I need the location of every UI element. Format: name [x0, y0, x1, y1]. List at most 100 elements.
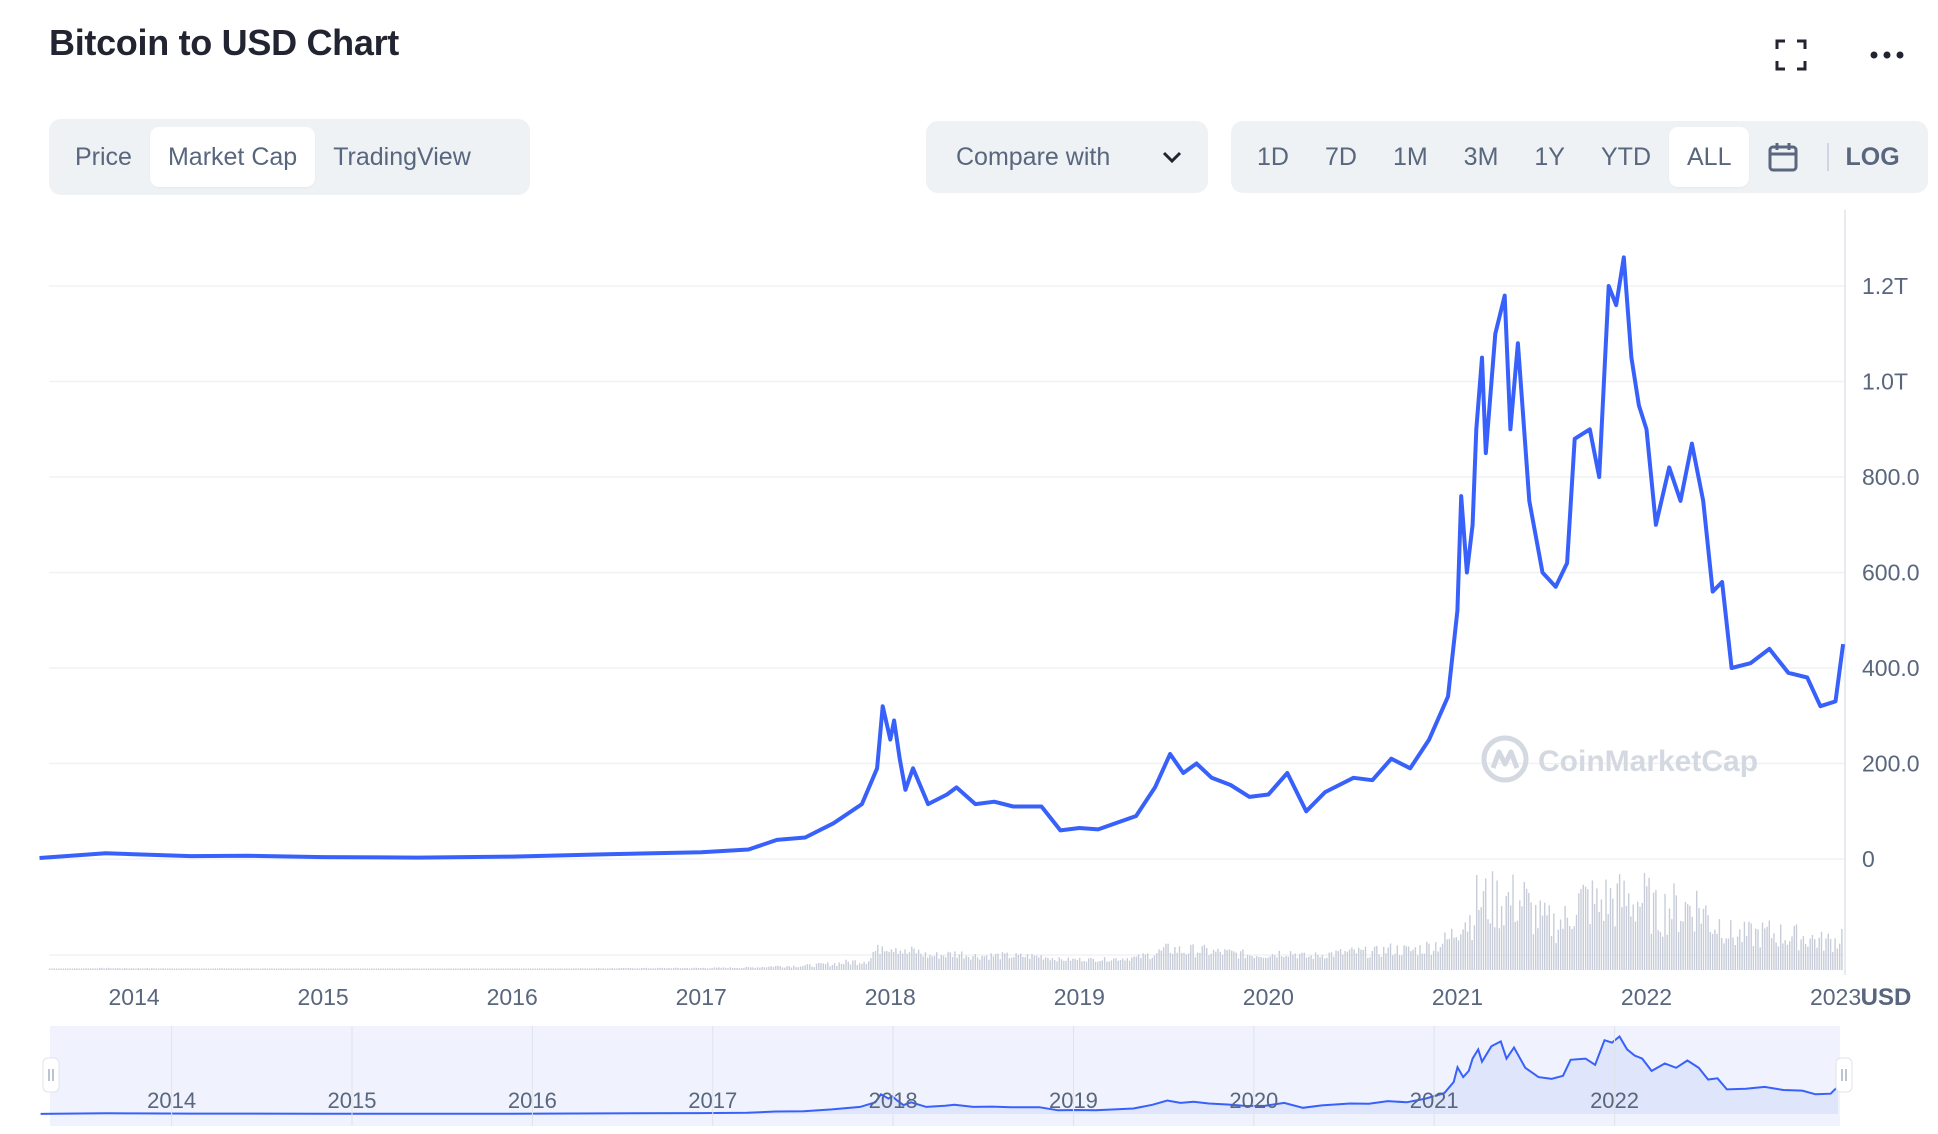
tab-market-cap[interactable]: Market Cap: [149, 127, 316, 187]
volume-bar: [1008, 958, 1010, 970]
tab-price[interactable]: Price: [75, 142, 132, 171]
volume-bar: [1117, 960, 1119, 970]
volume-bar: [357, 968, 359, 970]
volume-bar: [169, 968, 171, 970]
volume-bar: [1519, 900, 1521, 970]
volume-bar: [58, 968, 60, 970]
volume-bar: [523, 968, 525, 970]
compare-dropdown[interactable]: Compare with: [926, 121, 1208, 193]
volume-bar: [541, 968, 543, 970]
volume-bar: [78, 968, 80, 970]
volume-bar: [684, 968, 686, 970]
volume-bar: [1600, 899, 1603, 970]
volume-bar: [1371, 950, 1373, 970]
volume-bar: [1818, 937, 1820, 970]
volume-bar: [339, 968, 341, 970]
fullscreen-button[interactable]: [1766, 30, 1816, 80]
more-button[interactable]: [1862, 30, 1912, 80]
volume-bar: [1507, 892, 1510, 970]
volume-bar: [1110, 960, 1113, 970]
volume-bar: [1276, 957, 1278, 970]
volume-bar: [1816, 947, 1818, 970]
log-toggle[interactable]: LOG: [1845, 142, 1900, 171]
range-3m[interactable]: 3M: [1463, 142, 1499, 171]
volume-bar: [1702, 908, 1705, 970]
volume-bar: [725, 967, 727, 970]
volume-bar: [1428, 943, 1430, 970]
volume-bar: [441, 968, 443, 970]
navigator[interactable]: 2014 2015 2016 2017 2018 2019 2020 2021 2022: [40, 1026, 1853, 1126]
volume-bar: [1029, 958, 1031, 970]
volume-bar: [1235, 952, 1237, 970]
volume-bar: [677, 968, 679, 970]
volume-bar: [988, 959, 990, 970]
volume-bar: [958, 954, 961, 970]
volume-bar: [355, 968, 357, 970]
volume-bar: [1634, 921, 1637, 970]
navigator-tick-label: 2019: [1049, 1088, 1098, 1113]
volume-bar: [468, 968, 471, 970]
volume-bar: [650, 968, 652, 970]
volume-bar: [307, 968, 309, 970]
volume-bar: [1596, 888, 1598, 970]
volume-bar: [1006, 952, 1008, 970]
volume-bar: [731, 967, 734, 970]
navigator-handle-left[interactable]: [42, 1057, 60, 1093]
volume-bar: [1181, 953, 1183, 970]
volume-bar: [1448, 938, 1451, 970]
volume-bar: [1158, 949, 1160, 970]
volume-bar: [611, 968, 613, 970]
volume-bar: [1698, 908, 1700, 970]
volume-bar: [269, 968, 271, 970]
volume-bar: [840, 963, 843, 970]
range-7d[interactable]: 7D: [1324, 142, 1357, 171]
volume-bar: [702, 967, 704, 970]
range-1d[interactable]: 1D: [1257, 142, 1289, 171]
volume-bar: [239, 968, 241, 970]
volume-bar: [1721, 938, 1723, 970]
volume-bar: [1841, 929, 1843, 970]
volume-bar: [1498, 928, 1501, 970]
y-unit-label: USD: [1861, 984, 1912, 1011]
volume-bar: [643, 968, 645, 970]
navigator-handle-right[interactable]: [1835, 1057, 1853, 1093]
volume-bar: [164, 968, 167, 970]
volume-bar: [1625, 905, 1628, 970]
volume-bar: [625, 968, 627, 970]
volume-bar: [366, 968, 368, 970]
volume-bar: [362, 968, 364, 970]
volume-bar: [1026, 954, 1029, 970]
volume-bar: [1176, 952, 1178, 970]
volume-bar: [974, 954, 976, 970]
volume-bar: [459, 968, 461, 970]
volume-bar: [657, 967, 659, 970]
chevron-down-icon: [1162, 151, 1182, 163]
volume-bar: [421, 968, 423, 970]
volume-bar: [461, 968, 464, 970]
volume-bar: [568, 968, 570, 970]
calendar-button[interactable]: [1749, 127, 1817, 187]
volume-bar: [427, 968, 430, 970]
compare-label: Compare with: [956, 142, 1111, 171]
volume-bar: [237, 968, 239, 970]
volume-bar: [309, 968, 312, 970]
volume-bar: [1537, 928, 1539, 970]
volume-bar: [74, 968, 76, 970]
range-1m[interactable]: 1M: [1392, 142, 1428, 171]
volume-bar: [1126, 958, 1128, 970]
volume-bar: [888, 951, 890, 970]
range-ytd[interactable]: YTD: [1601, 142, 1651, 171]
volume-bar: [1144, 954, 1147, 970]
volume-bar: [768, 966, 770, 970]
range-1y[interactable]: 1Y: [1534, 142, 1565, 171]
volume-bar: [278, 968, 280, 970]
range-all[interactable]: ALL: [1669, 127, 1750, 187]
volume-bar: [117, 968, 119, 970]
volume-bar: [389, 968, 391, 970]
volume-bar: [1800, 939, 1802, 970]
volume-bar: [219, 968, 221, 970]
tab-tradingview[interactable]: TradingView: [333, 142, 471, 171]
volume-bar: [1553, 913, 1555, 970]
volume-bar: [1621, 907, 1623, 970]
